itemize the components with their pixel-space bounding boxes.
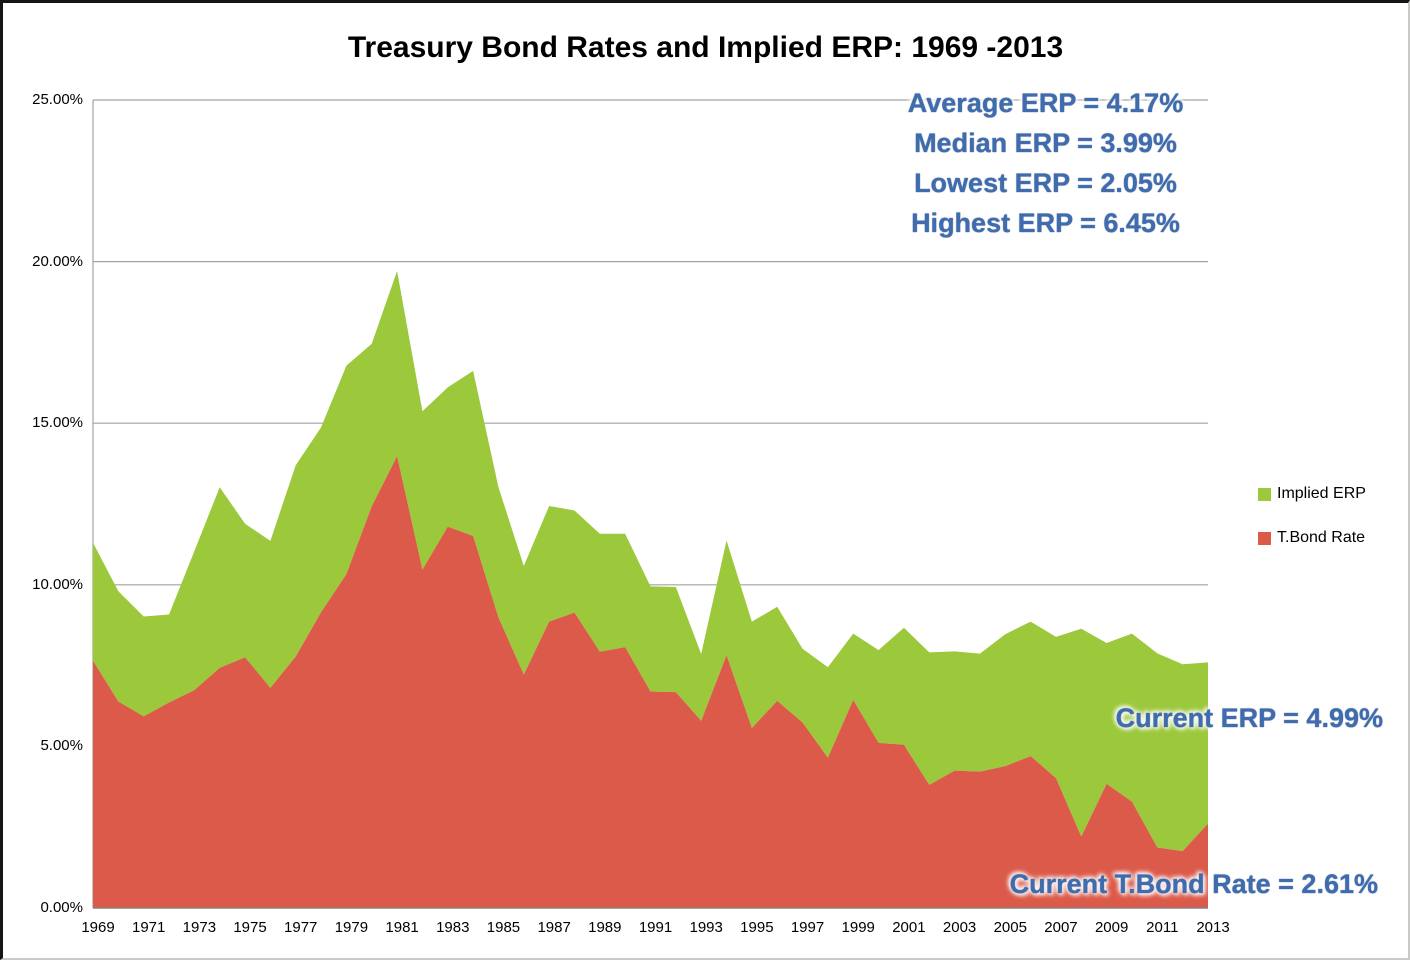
- chart-svg: [92, 99, 1208, 909]
- implied-erp-swatch-icon: [1258, 487, 1271, 501]
- lowest-erp-annotation: Lowest ERP = 2.05%: [914, 168, 1177, 198]
- legend-label-tbond-rate: T.Bond Rate: [1277, 529, 1366, 546]
- highest-erp-annotation: Highest ERP = 6.45%: [911, 208, 1180, 238]
- current-erp-annotation: Current ERP = 4.99%: [1115, 703, 1383, 733]
- median-erp-annotation: Median ERP = 3.99%: [914, 128, 1177, 158]
- legend-label-implied-erp: Implied ERP: [1277, 485, 1366, 502]
- current-tbond-annotation: Current T.Bond Rate = 2.61%: [1009, 869, 1378, 899]
- tbond-rate-swatch-icon: [1258, 531, 1271, 545]
- average-erp-annotation: Average ERP = 4.17%: [907, 88, 1184, 118]
- legend-item-tbond-rate: T.Bond Rate: [1258, 529, 1366, 547]
- erp-stats-annotation: Average ERP = 4.17% Median ERP = 3.99% L…: [888, 83, 1203, 243]
- legend-item-implied-erp: Implied ERP: [1258, 485, 1366, 503]
- chart-title: Treasury Bond Rates and Implied ERP: 196…: [347, 31, 1064, 64]
- chart-legend: Implied ERP T.Bond Rate: [1258, 485, 1366, 573]
